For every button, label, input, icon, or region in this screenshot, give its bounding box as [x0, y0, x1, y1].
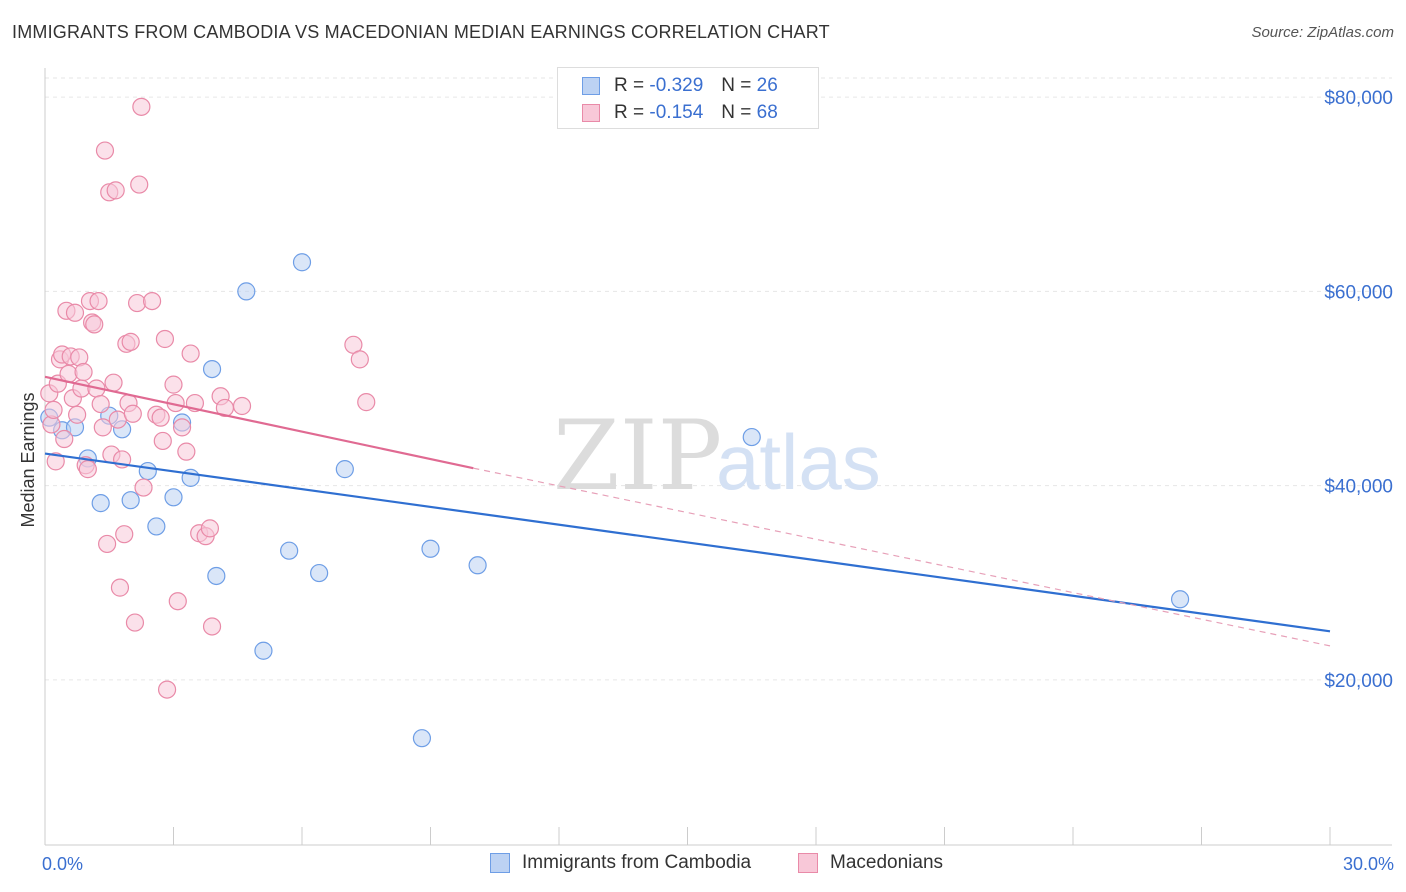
- macedonians-point: [153, 431, 172, 451]
- y-tick-label: $80,000: [1324, 88, 1393, 109]
- cambodia-point: [280, 541, 299, 560]
- cambodia-point: [207, 566, 226, 586]
- stats-legend-row-macedonians: R = -0.154 N = 68: [582, 100, 778, 126]
- chart-source: Source: ZipAtlas.com: [1251, 24, 1394, 41]
- r-value: -0.154: [649, 102, 704, 123]
- macedonians-trend-extension: [473, 467, 1331, 647]
- macedonians-point: [65, 303, 85, 322]
- series-legend: Immigrants from Cambodia Macedonians: [0, 852, 1406, 878]
- macedonians-legend-swatch: [798, 853, 818, 873]
- n-label: N =: [721, 102, 752, 123]
- cambodia-point: [138, 461, 157, 481]
- legend-label-macedonians: Macedonians: [830, 852, 944, 873]
- legend-label-cambodia: Immigrants from Cambodia: [522, 852, 752, 873]
- macedonians-point: [164, 375, 183, 394]
- macedonians-point: [74, 362, 93, 382]
- watermark-atlas: atlas: [716, 418, 881, 506]
- cambodia-point: [421, 539, 440, 558]
- cambodia-point: [292, 253, 312, 272]
- macedonians-point: [127, 293, 147, 313]
- macedonians-point: [350, 350, 369, 369]
- macedonians-point: [106, 181, 125, 200]
- macedonians-swatch: [582, 104, 600, 122]
- macedonians-point: [98, 534, 117, 554]
- macedonians-point: [85, 315, 104, 334]
- macedonians-point: [134, 478, 153, 497]
- cambodia-point: [254, 641, 273, 660]
- cambodia-trend-line: [44, 452, 1331, 633]
- macedonians-point: [91, 394, 110, 414]
- macedonians-point: [46, 452, 65, 471]
- macedonians-point: [177, 442, 196, 461]
- macedonians-point: [130, 175, 149, 194]
- macedonians-point: [104, 373, 123, 392]
- macedonians-point: [55, 429, 74, 449]
- chart-title: IMMIGRANTS FROM CAMBODIA VS MACEDONIAN M…: [12, 22, 830, 42]
- r-value: -0.329: [649, 75, 704, 96]
- n-value: 68: [756, 102, 778, 123]
- stats-legend: R = -0.329 N = 26 R = -0.154 N = 68: [557, 67, 819, 129]
- macedonians-point: [181, 344, 200, 363]
- macedonians-point: [155, 329, 175, 349]
- cambodia-point: [335, 460, 354, 479]
- macedonians-point: [357, 393, 376, 412]
- grid-lines: [45, 77, 1392, 681]
- macedonians-point: [132, 97, 151, 116]
- n-value: 26: [756, 75, 778, 96]
- macedonians-point: [44, 400, 63, 419]
- macedonians-point: [125, 613, 145, 632]
- cambodia-point: [237, 282, 256, 301]
- macedonians-point: [89, 292, 108, 311]
- macedonians-point: [78, 460, 97, 479]
- macedonians-point: [151, 408, 170, 427]
- cambodia-point: [147, 517, 166, 536]
- y-tick-label: $60,000: [1324, 282, 1393, 303]
- r-label: R =: [614, 102, 645, 123]
- cambodia-point: [310, 563, 329, 583]
- macedonians-point: [115, 525, 134, 544]
- data-points: [40, 97, 1190, 748]
- macedonians-point: [200, 519, 220, 538]
- y-tick-labels: $20,000 $40,000 $60,000 $80,000: [1324, 88, 1393, 692]
- stats-legend-row-cambodia: R = -0.329 N = 26: [582, 73, 778, 99]
- macedonians-point: [202, 617, 222, 636]
- cambodia-point: [202, 359, 222, 379]
- cambodia-swatch: [582, 77, 600, 95]
- macedonians-point: [93, 418, 112, 437]
- macedonians-point: [68, 405, 87, 424]
- n-label: N =: [721, 75, 752, 96]
- x-tick-label-max: 30.0%: [1343, 854, 1394, 874]
- macedonians-point: [172, 418, 192, 437]
- cambodia-point: [1170, 590, 1190, 609]
- r-label: R =: [614, 75, 645, 96]
- macedonians-point: [232, 396, 252, 416]
- watermark-zip: ZIP: [553, 400, 722, 512]
- cambodia-point: [412, 729, 432, 748]
- x-tick-label-min: 0.0%: [42, 854, 83, 874]
- legend-item-macedonians[interactable]: Macedonians: [798, 852, 943, 874]
- trend-lines: [44, 375, 1331, 647]
- cambodia-point: [164, 488, 183, 507]
- cambodia-point: [91, 494, 110, 513]
- legend-item-cambodia[interactable]: Immigrants from Cambodia: [490, 852, 751, 874]
- cambodia-point: [121, 491, 140, 510]
- macedonians-point: [110, 578, 130, 597]
- macedonians-point: [121, 332, 140, 351]
- watermark: ZIP atlas: [553, 400, 881, 512]
- macedonians-point: [142, 292, 162, 311]
- axes: [44, 68, 1392, 846]
- macedonians-point: [157, 680, 177, 699]
- macedonians-point: [168, 592, 187, 611]
- cambodia-point: [468, 556, 487, 575]
- macedonians-point: [123, 404, 142, 423]
- cambodia-legend-swatch: [490, 853, 510, 873]
- y-tick-label: $40,000: [1324, 477, 1393, 498]
- cambodia-point: [742, 427, 761, 447]
- macedonians-point: [95, 141, 115, 160]
- y-tick-label: $20,000: [1324, 671, 1393, 692]
- macedonians-trend-line: [44, 375, 474, 470]
- y-axis-label: Median Earnings: [18, 392, 38, 527]
